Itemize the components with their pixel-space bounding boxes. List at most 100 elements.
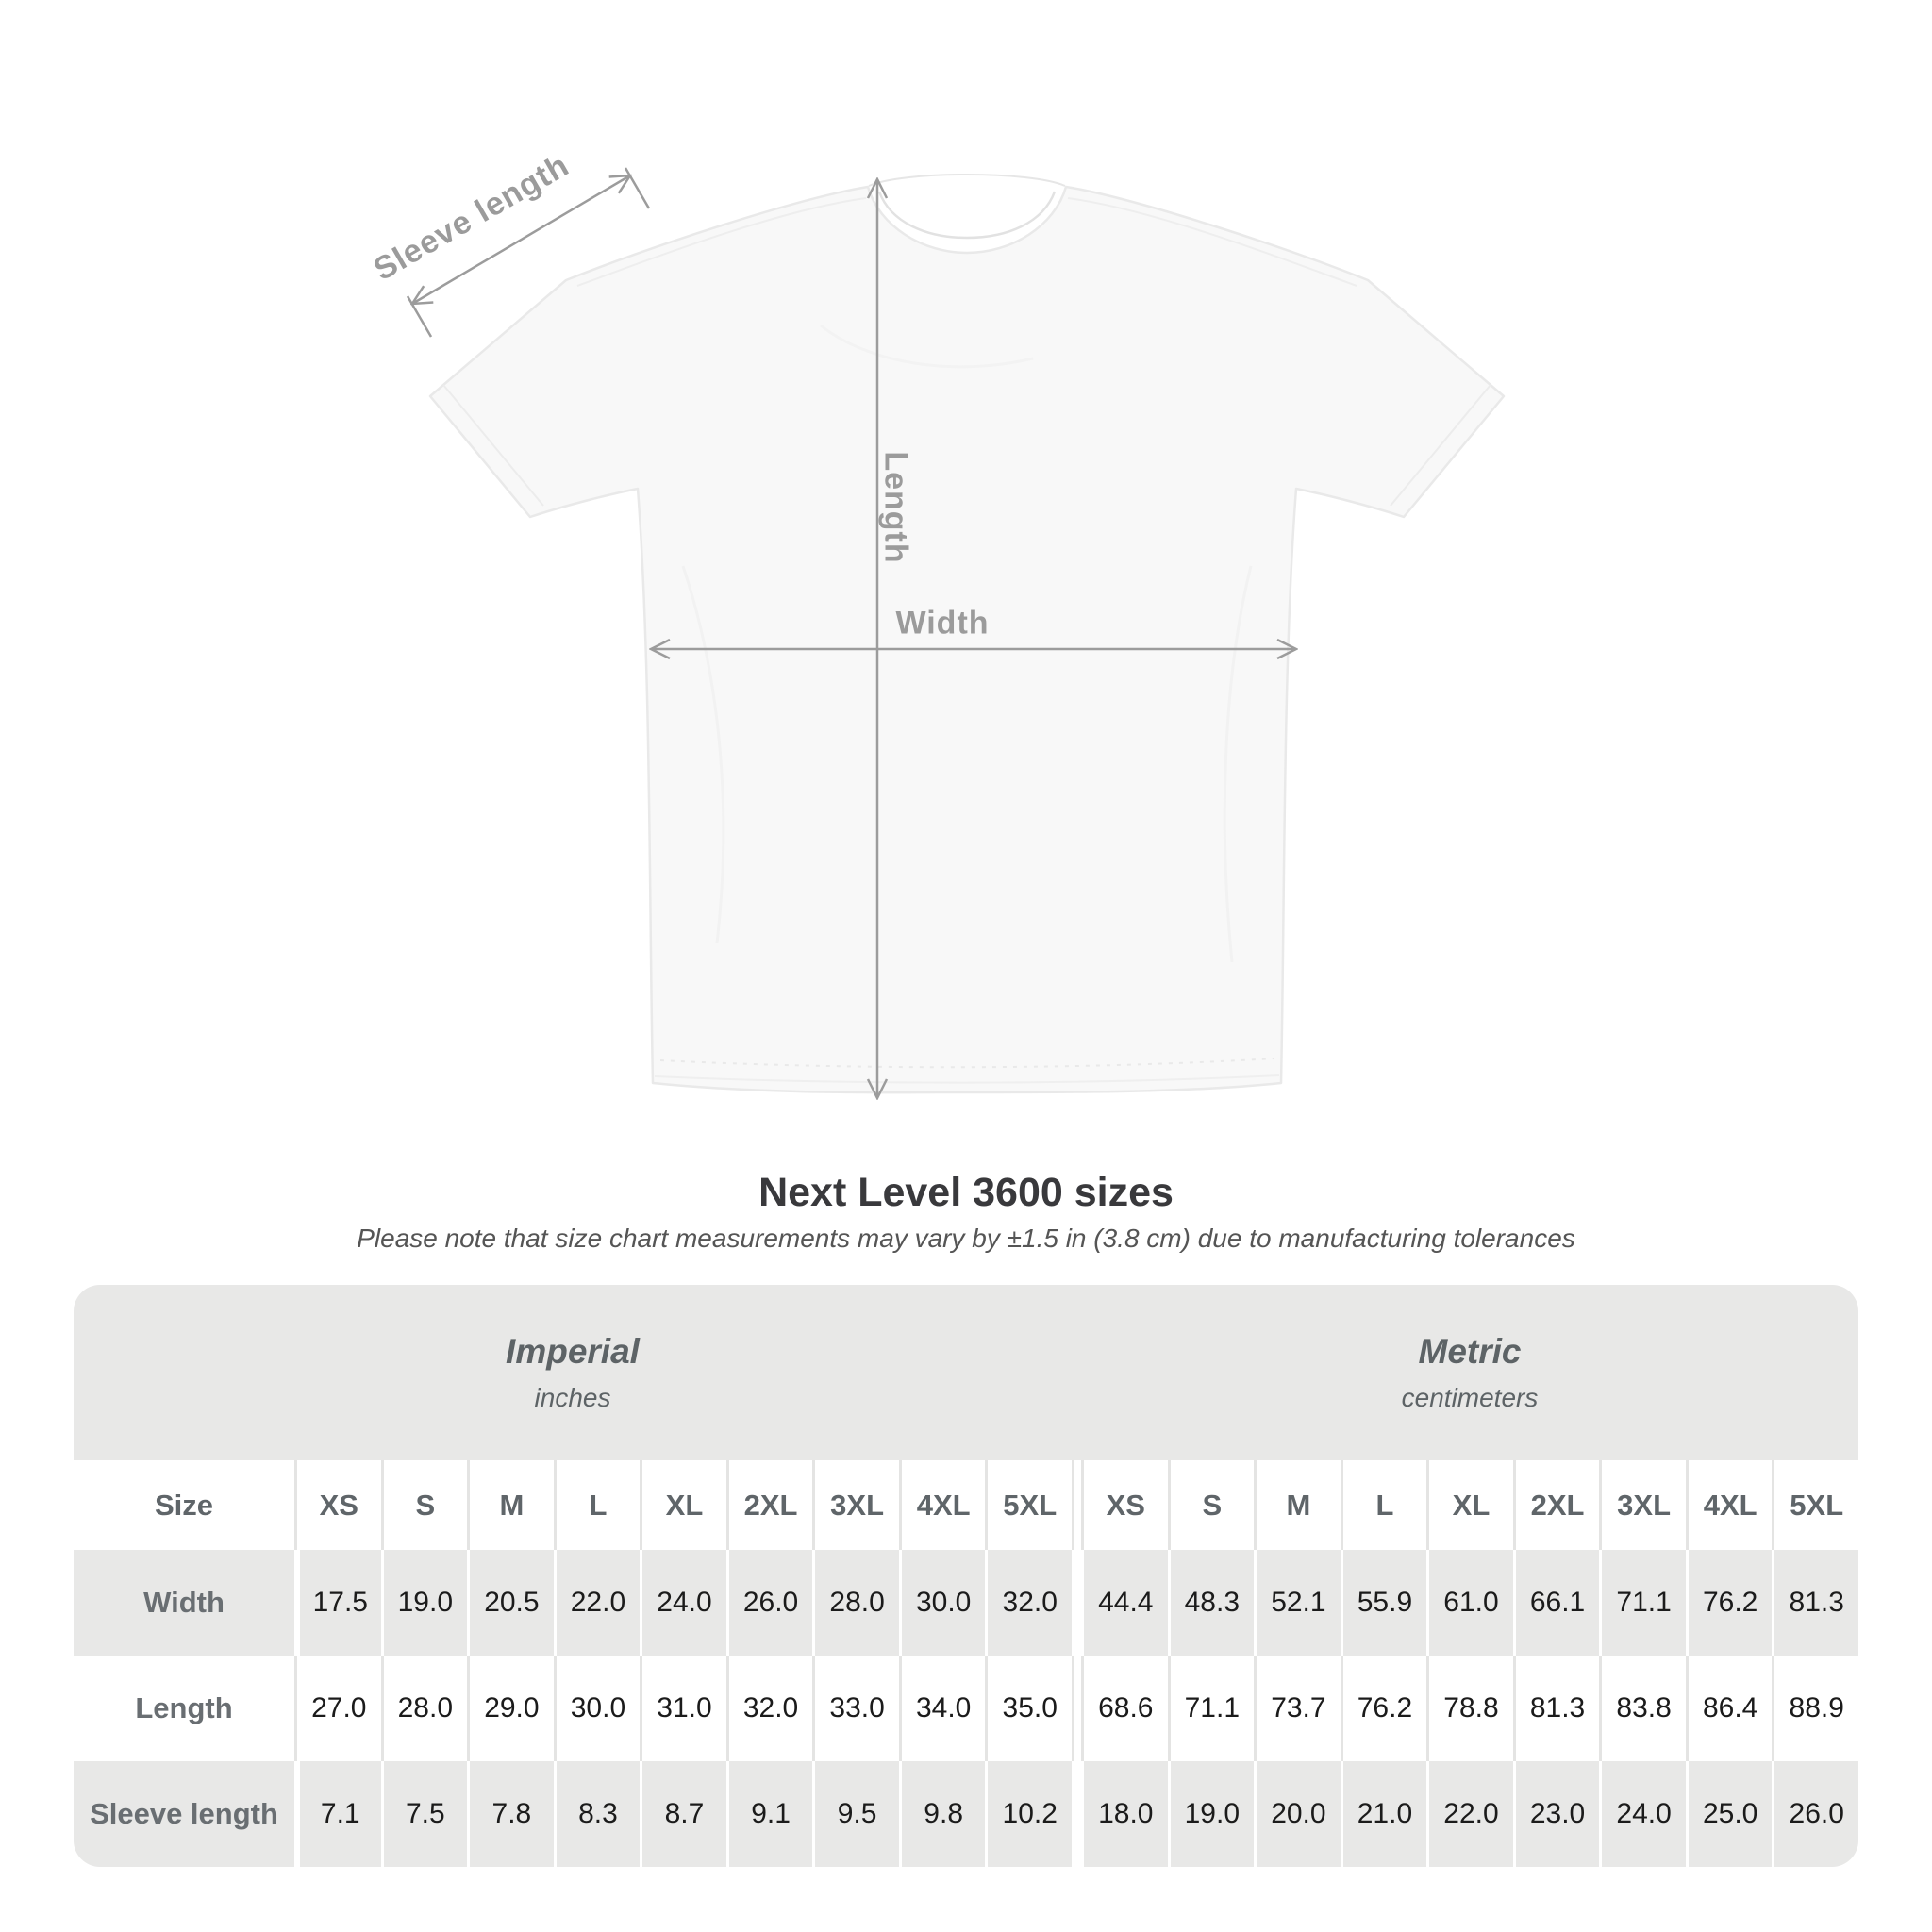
size-header-cell: XS <box>1081 1460 1168 1550</box>
value-cell: 22.0 <box>553 1550 641 1656</box>
value-cell: 7.8 <box>467 1761 554 1867</box>
value-cell: 18.0 <box>1081 1761 1168 1867</box>
value-cell: 20.0 <box>1254 1761 1341 1867</box>
value-cell: 68.6 <box>1081 1656 1168 1761</box>
metric-group-header-sublabel: centimeters <box>1401 1383 1539 1412</box>
size-header-cell: XL <box>1426 1460 1513 1550</box>
value-cell: 28.0 <box>380 1656 468 1761</box>
value-cell: 34.0 <box>898 1656 986 1761</box>
row-label: Width <box>74 1550 294 1656</box>
value-cell: 71.1 <box>1599 1550 1686 1656</box>
left-sleeve-hem <box>442 384 544 507</box>
value-cell: 48.3 <box>1167 1550 1255 1656</box>
value-cell: 32.0 <box>985 1550 1072 1656</box>
imperial-group-header-label: Imperial <box>506 1332 640 1371</box>
size-header-cell: 2XL <box>725 1460 813 1550</box>
right-sleeve-hem <box>1390 384 1491 507</box>
value-cell: 83.8 <box>1599 1656 1686 1761</box>
collar-inner-line <box>877 191 1057 240</box>
value-cell: 23.0 <box>1512 1761 1600 1867</box>
length-dimension-label: Length <box>877 451 914 564</box>
sleeve-length-tick-start <box>406 295 433 338</box>
right-shoulder-seam <box>1067 197 1357 287</box>
size-header-cell: XS <box>294 1460 381 1550</box>
value-cell: 78.8 <box>1426 1656 1513 1761</box>
size-header-cell: XL <box>640 1460 726 1550</box>
value-cell: 61.0 <box>1426 1550 1513 1656</box>
value-cell: 20.5 <box>467 1550 554 1656</box>
value-cell: 7.1 <box>294 1761 381 1867</box>
value-cell: 26.0 <box>1772 1761 1858 1867</box>
group-gap-cell <box>1072 1761 1081 1867</box>
size-header-cell: S <box>1167 1460 1255 1550</box>
value-cell: 9.1 <box>725 1761 813 1867</box>
value-cell: 71.1 <box>1167 1656 1255 1761</box>
size-header-cell: M <box>1254 1460 1341 1550</box>
size-header-cell: S <box>380 1460 468 1550</box>
size-column-header: Size <box>74 1460 294 1550</box>
row-label: Sleeve length <box>74 1761 294 1867</box>
value-cell: 66.1 <box>1512 1550 1600 1656</box>
size-header-cell: 3XL <box>1599 1460 1686 1550</box>
value-cell: 44.4 <box>1081 1550 1168 1656</box>
value-cell: 24.0 <box>1599 1761 1686 1867</box>
group-gap-cell <box>1072 1550 1081 1656</box>
width-dimension-label: Width <box>895 605 990 641</box>
value-cell: 29.0 <box>467 1656 554 1761</box>
tshirt-diagram <box>406 167 1506 1179</box>
wrinkle-line-3 <box>820 324 1034 369</box>
value-cell: 17.5 <box>294 1550 381 1656</box>
size-header-cell: 4XL <box>898 1460 986 1550</box>
metric-group-header: Metric centimeters <box>1081 1285 1858 1460</box>
size-header-cell: L <box>553 1460 641 1550</box>
value-cell: 25.0 <box>1685 1761 1773 1867</box>
measurement-arrows <box>406 167 1296 1098</box>
value-cell: 55.9 <box>1340 1550 1427 1656</box>
value-cell: 21.0 <box>1340 1761 1427 1867</box>
value-cell: 10.2 <box>985 1761 1072 1867</box>
value-cell: 8.3 <box>553 1761 641 1867</box>
value-cell: 86.4 <box>1685 1656 1773 1761</box>
imperial-group-header: Imperial inches <box>74 1285 1072 1460</box>
value-cell: 76.2 <box>1685 1550 1773 1656</box>
tolerance-note: Please note that size chart measurements… <box>357 1224 1575 1253</box>
imperial-group-header-sublabel: inches <box>534 1383 611 1412</box>
size-header-cell: 3XL <box>812 1460 899 1550</box>
value-cell: 73.7 <box>1254 1656 1341 1761</box>
size-header-cell: 5XL <box>1772 1460 1858 1550</box>
value-cell: 9.5 <box>812 1761 899 1867</box>
bottom-hem-fold <box>654 1074 1280 1084</box>
value-cell: 27.0 <box>294 1656 381 1761</box>
value-cell: 81.3 <box>1512 1656 1600 1761</box>
value-cell: 32.0 <box>725 1656 813 1761</box>
value-cell: 31.0 <box>640 1656 726 1761</box>
size-header-cell: 2XL <box>1512 1460 1600 1550</box>
bottom-hem-stitch <box>659 1058 1274 1069</box>
value-cell: 19.0 <box>380 1550 468 1656</box>
size-header-cell: 5XL <box>985 1460 1072 1550</box>
value-cell: 26.0 <box>725 1550 813 1656</box>
wrinkle-line-2 <box>1223 565 1253 963</box>
group-gap-cell <box>1072 1460 1081 1550</box>
value-cell: 52.1 <box>1254 1550 1341 1656</box>
value-cell: 7.5 <box>380 1761 468 1867</box>
sleeve-length-arrow <box>412 175 630 304</box>
value-cell: 30.0 <box>898 1550 986 1656</box>
size-header-cell: M <box>467 1460 554 1550</box>
size-header-cell: L <box>1340 1460 1427 1550</box>
size-header-cell: 4XL <box>1685 1460 1773 1550</box>
value-cell: 19.0 <box>1167 1761 1255 1867</box>
collar-back-line <box>868 174 1066 187</box>
value-cell: 30.0 <box>553 1656 641 1761</box>
wrinkle-line-1 <box>681 565 725 944</box>
group-gap-band <box>1072 1285 1081 1460</box>
sleeve-length-tick-end <box>624 167 651 209</box>
value-cell: 88.9 <box>1772 1656 1858 1761</box>
value-cell: 22.0 <box>1426 1761 1513 1867</box>
value-cell: 33.0 <box>812 1656 899 1761</box>
value-cell: 28.0 <box>812 1550 899 1656</box>
value-cell: 9.8 <box>898 1761 986 1867</box>
group-gap-cell <box>1072 1656 1081 1761</box>
value-cell: 35.0 <box>985 1656 1072 1761</box>
